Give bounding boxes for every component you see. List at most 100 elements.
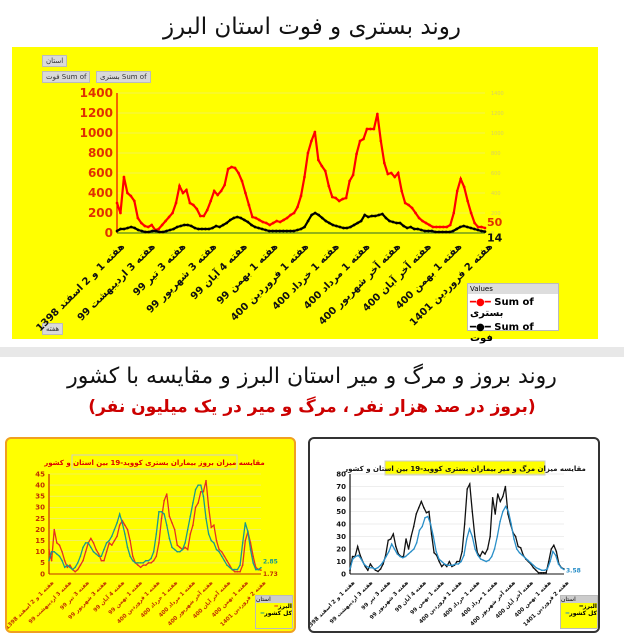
data-point: [186, 223, 190, 227]
data-point: [461, 550, 463, 553]
data-point: [563, 568, 565, 571]
data-point: [349, 568, 351, 570]
legend-item: ━●━ Sum of فوت: [470, 322, 534, 344]
y-tick-label: 40: [35, 481, 45, 489]
data-point: [313, 130, 317, 134]
data-point: [303, 175, 306, 179]
data-point: [192, 203, 195, 207]
data-point: [535, 569, 537, 572]
y-tick-label: 30: [35, 504, 45, 512]
data-point: [429, 523, 432, 525]
data-point: [61, 559, 63, 562]
legend-label: کل کشور: [569, 610, 597, 617]
data-point: [338, 225, 342, 229]
legend-item: ━●━ Sum of بستری: [470, 297, 534, 319]
data-point: [398, 221, 402, 225]
data-point: [532, 566, 535, 569]
data-point: [129, 225, 133, 229]
y-tick-label: 10: [336, 558, 346, 566]
data-point: [462, 185, 466, 189]
data-point: [220, 555, 223, 558]
series-line-1: [48, 484, 262, 571]
y-tick-label: 1200: [80, 106, 113, 120]
data-point: [275, 219, 279, 223]
data-point: [147, 559, 150, 562]
data-point: [129, 539, 131, 542]
data-point: [395, 545, 397, 548]
data-point: [373, 214, 377, 218]
section-subtitle: (بروز در صد هزار نفر ، مرگ و میر در یک م…: [88, 397, 536, 417]
data-point: [442, 225, 445, 229]
data-point: [246, 220, 250, 224]
week-filter-button[interactable]: هفته: [42, 323, 64, 335]
data-point: [418, 529, 421, 532]
data-point: [178, 184, 181, 188]
y2-tick-label: 600: [491, 171, 501, 177]
data-point: [257, 568, 260, 571]
data-point: [303, 225, 306, 229]
data-point: [504, 485, 507, 488]
data-point: [95, 553, 97, 555]
data-point: [171, 546, 173, 549]
data-point: [334, 196, 338, 200]
data-point: [455, 189, 459, 193]
data-point: [207, 227, 211, 231]
data-point: [376, 112, 379, 116]
data-point: [404, 555, 407, 558]
data-point: [446, 564, 449, 567]
data-point: [240, 179, 244, 183]
data-point: [226, 564, 228, 566]
data-point: [486, 548, 489, 550]
data-point: [466, 199, 469, 203]
data-point: [299, 227, 303, 231]
data-point: [444, 230, 448, 234]
data-point: [389, 171, 393, 175]
sum-death-button[interactable]: Sum of فوت: [42, 71, 91, 83]
data-point: [145, 564, 147, 566]
data-point: [351, 555, 354, 558]
data-point: [237, 171, 240, 175]
data-point: [133, 226, 137, 230]
data-point: [292, 229, 296, 233]
data-point: [53, 550, 56, 553]
data-point: [282, 218, 285, 222]
data-point: [327, 184, 331, 188]
data-point: [150, 557, 152, 560]
data-point: [435, 550, 437, 553]
data-point: [424, 516, 426, 519]
data-point: [160, 223, 164, 227]
data-point: [216, 193, 219, 197]
data-point: [247, 530, 249, 533]
sum-hosp-button[interactable]: Sum of بستری: [96, 71, 151, 83]
legend-label: البرز: [583, 603, 597, 610]
province-filter-button[interactable]: استان: [42, 55, 68, 67]
legend-label: Sum of فوت: [470, 322, 534, 344]
data-point: [79, 555, 82, 558]
data-point: [53, 528, 56, 531]
data-point: [116, 535, 118, 538]
data-point: [448, 560, 451, 563]
data-point: [448, 230, 451, 234]
data-point: [359, 554, 361, 557]
data-point: [554, 554, 557, 557]
data-point: [310, 213, 313, 217]
y-tick-label: 60: [336, 495, 346, 503]
data-point: [278, 220, 282, 224]
data-point: [260, 566, 262, 569]
data-point: [254, 568, 257, 571]
data-point: [448, 223, 452, 227]
data-point: [553, 544, 555, 547]
data-point: [496, 535, 499, 538]
data-point: [182, 223, 186, 227]
data-point: [136, 228, 140, 232]
data-point: [387, 539, 389, 542]
data-point: [377, 213, 381, 217]
y-tick-label: 45: [35, 470, 45, 478]
chart-svg: مقایسه میزان بروز بیماران بستری کووید-19…: [7, 454, 278, 631]
data-point: [195, 207, 199, 211]
data-point: [250, 223, 253, 227]
data-point: [143, 230, 147, 234]
data-point: [331, 223, 335, 227]
data-point: [84, 550, 87, 553]
data-point: [440, 560, 443, 563]
